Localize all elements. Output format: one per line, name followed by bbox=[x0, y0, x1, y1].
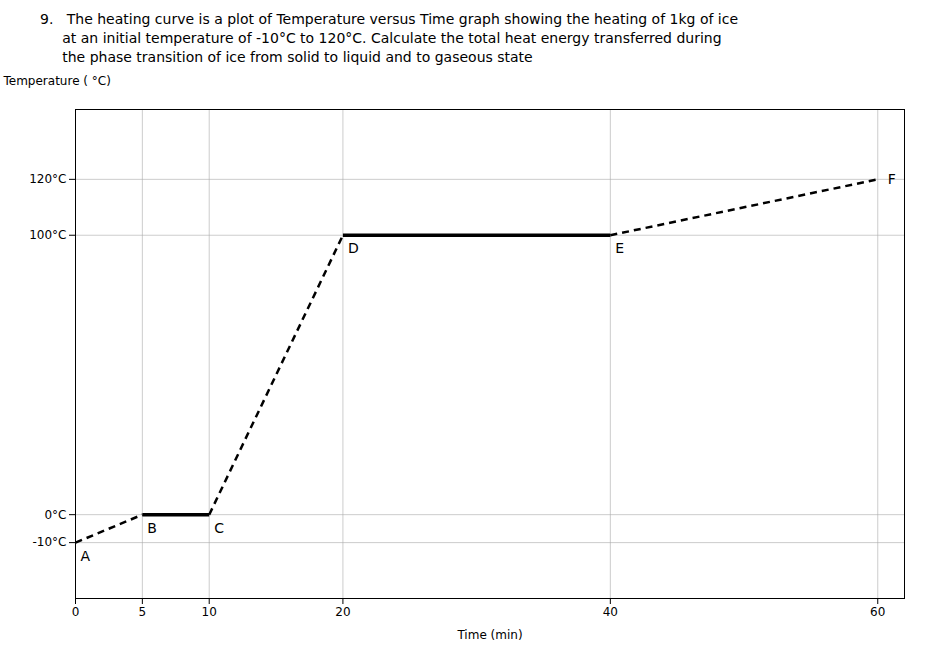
svg-text:0: 0 bbox=[72, 605, 80, 619]
svg-text:E: E bbox=[615, 240, 624, 256]
svg-text:5: 5 bbox=[139, 605, 147, 619]
svg-text:-10°C: -10°C bbox=[33, 535, 67, 549]
svg-text:D: D bbox=[348, 240, 359, 256]
svg-text:Temperature ( °C): Temperature ( °C) bbox=[3, 74, 111, 88]
svg-text:60: 60 bbox=[870, 605, 885, 619]
svg-text:10: 10 bbox=[202, 605, 217, 619]
svg-text:100°C: 100°C bbox=[29, 228, 66, 242]
svg-text:C: C bbox=[214, 519, 224, 535]
svg-text:0°C: 0°C bbox=[44, 507, 66, 521]
svg-text:20: 20 bbox=[335, 605, 350, 619]
svg-text:40: 40 bbox=[603, 605, 618, 619]
svg-text:120°C: 120°C bbox=[29, 172, 66, 186]
html-text:9. The heating curve is a plot: 9. The heating curve is a plot of Temper… bbox=[40, 11, 739, 27]
svg-text:B: B bbox=[147, 519, 157, 535]
svg-text:Time (min): Time (min) bbox=[456, 627, 522, 641]
svg-text:F: F bbox=[888, 171, 896, 187]
html-text:the phase transition of ice fr: the phase transition of ice from solid t… bbox=[40, 48, 533, 65]
svg-text:A: A bbox=[81, 547, 91, 563]
html-text:at an initial temperature of -: at an initial temperature of -10°C to 12… bbox=[40, 29, 722, 46]
